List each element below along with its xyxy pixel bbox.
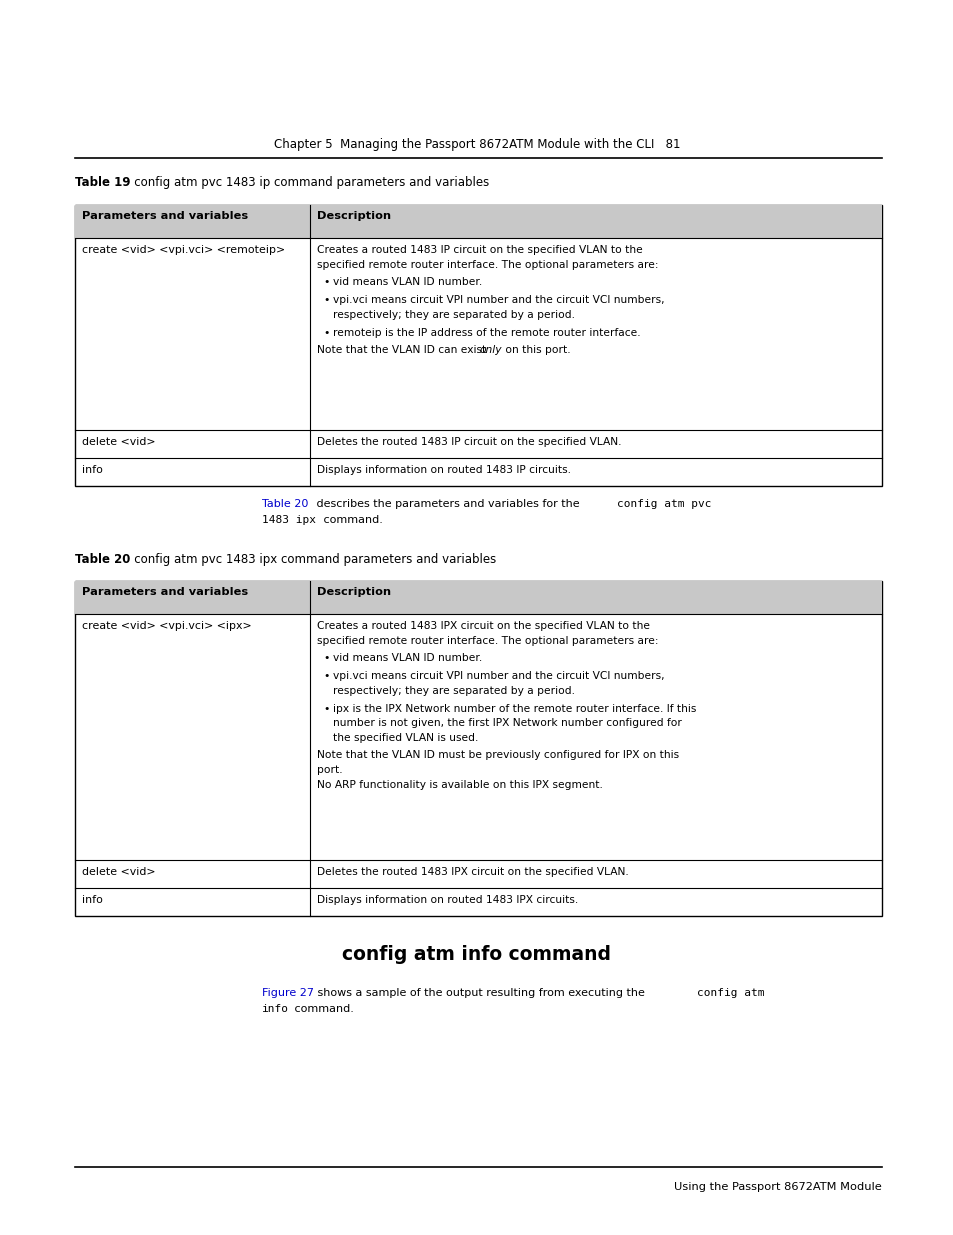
Text: port.: port.	[316, 764, 342, 774]
Text: •: •	[323, 295, 329, 305]
Text: command.: command.	[319, 515, 382, 525]
Text: Using the Passport 8672ATM Module: Using the Passport 8672ATM Module	[674, 1182, 882, 1192]
Text: remoteip is the IP address of the remote router interface.: remoteip is the IP address of the remote…	[333, 327, 640, 337]
Bar	[75, 580, 882, 916]
Text: create <vid> <vpi.vci> <remoteip>: create <vid> <vpi.vci> <remoteip>	[82, 245, 285, 254]
Text: Table 20: Table 20	[75, 553, 131, 566]
Text: Displays information on routed 1483 IP circuits.: Displays information on routed 1483 IP c…	[316, 466, 571, 475]
Text: vid means VLAN ID number.: vid means VLAN ID number.	[333, 653, 482, 663]
Text: info: info	[82, 466, 103, 475]
Text: delete <vid>: delete <vid>	[82, 867, 155, 877]
Text: respectively; they are separated by a period.: respectively; they are separated by a pe…	[333, 685, 575, 695]
Text: command.: command.	[291, 1004, 354, 1014]
Text: info: info	[262, 1004, 289, 1014]
Text: Deletes the routed 1483 IPX circuit on the specified VLAN.: Deletes the routed 1483 IPX circuit on t…	[316, 867, 628, 877]
Text: •: •	[323, 653, 329, 663]
Text: specified remote router interface. The optional parameters are:: specified remote router interface. The o…	[316, 259, 658, 269]
Text: Table 20: Table 20	[262, 499, 308, 509]
Text: describes the parameters and variables for the: describes the parameters and variables f…	[313, 499, 582, 509]
Text: Note that the VLAN ID must be previously configured for IPX on this: Note that the VLAN ID must be previously…	[316, 750, 679, 760]
Text: the specified VLAN is used.: the specified VLAN is used.	[333, 732, 477, 742]
Text: •: •	[323, 327, 329, 337]
Text: config atm: config atm	[697, 988, 763, 998]
Text: respectively; they are separated by a period.: respectively; they are separated by a pe…	[333, 310, 575, 320]
Text: 1483 ipx: 1483 ipx	[262, 515, 315, 525]
Text: •: •	[323, 277, 329, 287]
Text: config atm pvc 1483 ipx command parameters and variables: config atm pvc 1483 ipx command paramete…	[123, 553, 496, 566]
Text: Creates a routed 1483 IPX circuit on the specified VLAN to the: Creates a routed 1483 IPX circuit on the…	[316, 621, 649, 631]
Text: ipx is the IPX Network number of the remote router interface. If this: ipx is the IPX Network number of the rem…	[333, 704, 696, 714]
Text: Parameters and variables: Parameters and variables	[82, 587, 248, 597]
Text: Deletes the routed 1483 IP circuit on the specified VLAN.: Deletes the routed 1483 IP circuit on th…	[316, 437, 620, 447]
Text: No ARP functionality is available on this IPX segment.: No ARP functionality is available on thi…	[316, 781, 602, 790]
Text: vid means VLAN ID number.: vid means VLAN ID number.	[333, 277, 482, 287]
Text: vpi.vci means circuit VPI number and the circuit VCI numbers,: vpi.vci means circuit VPI number and the…	[333, 671, 664, 680]
Text: Chapter 5  Managing the Passport 8672ATM Module with the CLI   81: Chapter 5 Managing the Passport 8672ATM …	[274, 138, 679, 151]
Text: shows a sample of the output resulting from executing the: shows a sample of the output resulting f…	[314, 988, 648, 998]
Text: •: •	[323, 671, 329, 680]
Text: config atm pvc 1483 ip command parameters and variables: config atm pvc 1483 ip command parameter…	[123, 177, 489, 189]
Text: config atm info command: config atm info command	[342, 945, 611, 965]
Text: Note that the VLAN ID can exist: Note that the VLAN ID can exist	[316, 345, 489, 354]
Bar	[75, 205, 882, 487]
Text: vpi.vci means circuit VPI number and the circuit VCI numbers,: vpi.vci means circuit VPI number and the…	[333, 295, 664, 305]
Text: Displays information on routed 1483 IPX circuits.: Displays information on routed 1483 IPX …	[316, 895, 578, 905]
Text: Parameters and variables: Parameters and variables	[82, 211, 248, 221]
Text: Description: Description	[316, 211, 391, 221]
Text: Figure 27: Figure 27	[262, 988, 314, 998]
Bar	[75, 205, 882, 238]
Text: Description: Description	[316, 587, 391, 597]
Text: Table 19: Table 19	[75, 177, 131, 189]
Text: number is not given, the first IPX Network number configured for: number is not given, the first IPX Netwo…	[333, 718, 681, 729]
Text: info: info	[82, 895, 103, 905]
Text: Creates a routed 1483 IP circuit on the specified VLAN to the: Creates a routed 1483 IP circuit on the …	[316, 245, 642, 254]
Text: config atm pvc: config atm pvc	[617, 499, 711, 509]
Text: on this port.: on this port.	[501, 345, 570, 354]
Text: only: only	[479, 345, 502, 354]
Text: create <vid> <vpi.vci> <ipx>: create <vid> <vpi.vci> <ipx>	[82, 621, 252, 631]
Text: specified remote router interface. The optional parameters are:: specified remote router interface. The o…	[316, 636, 658, 646]
Text: •: •	[323, 704, 329, 714]
Bar	[75, 580, 882, 614]
Text: delete <vid>: delete <vid>	[82, 437, 155, 447]
